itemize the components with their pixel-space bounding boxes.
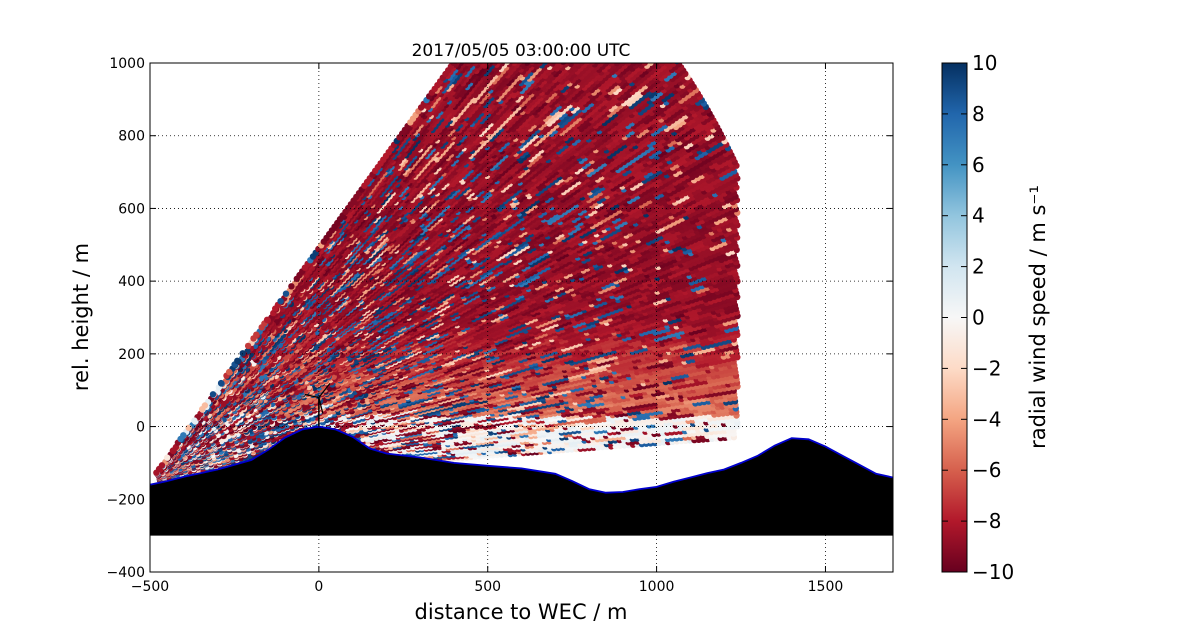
wind-scatter	[153, 63, 741, 484]
